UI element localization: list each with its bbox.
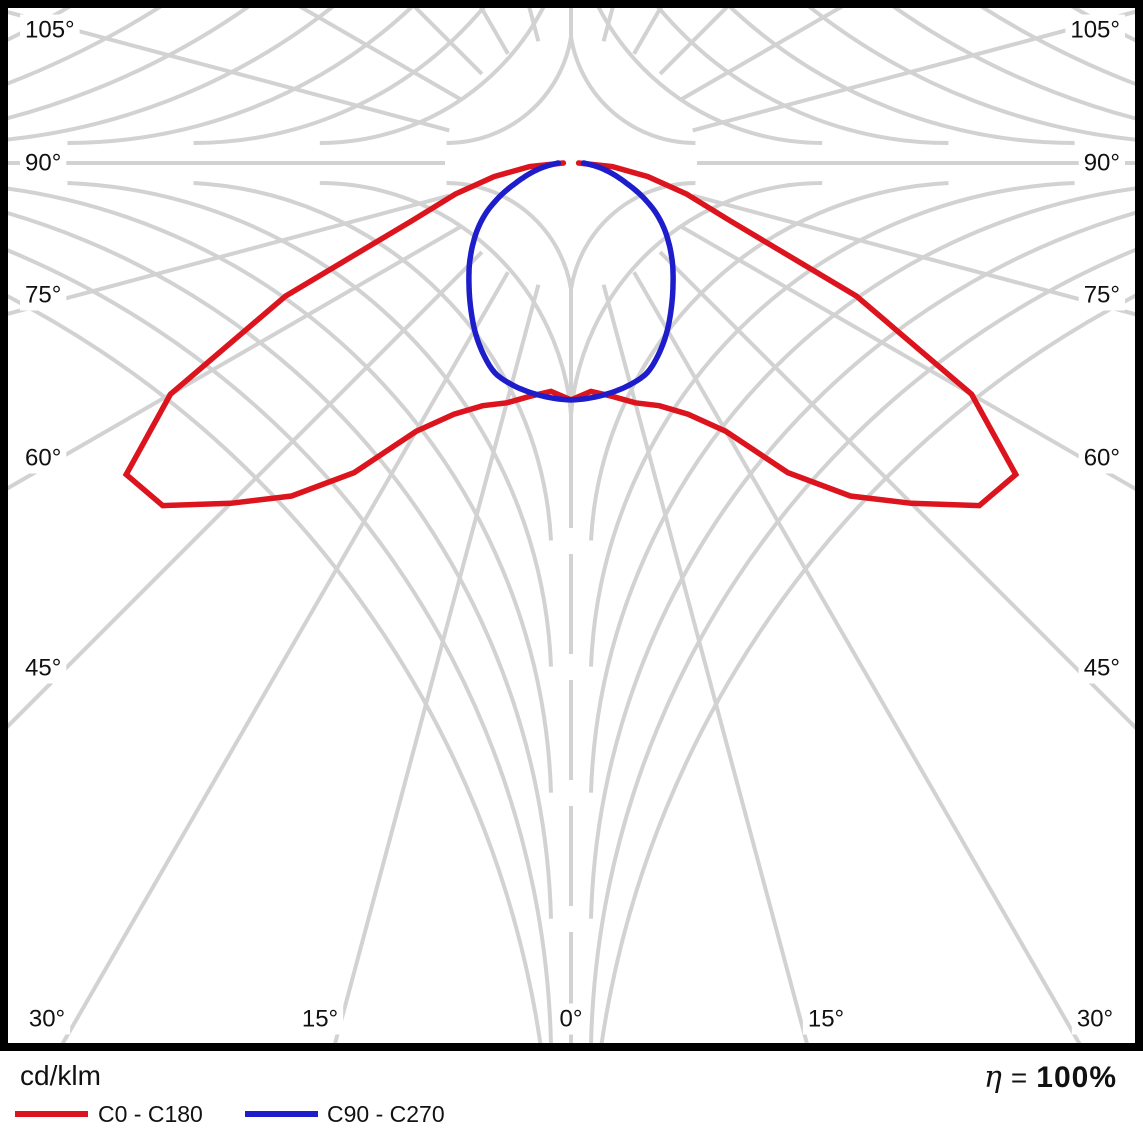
photometric-curves bbox=[122, 160, 1020, 509]
radial-unit-label: cd/klm bbox=[20, 1060, 101, 1091]
plot-border bbox=[0, 0, 1143, 1051]
angle-label-left-60°: 60° bbox=[25, 445, 61, 472]
angle-label-right-90°: 90° bbox=[1084, 150, 1120, 177]
angle-label-left-90°: 90° bbox=[25, 150, 61, 177]
legend: C0 - C180 C90 - C270 bbox=[0, 1100, 1143, 1130]
angle-label-bottom-1: 15° bbox=[302, 1006, 338, 1033]
angle-label-bottom-2: 0° bbox=[560, 1006, 583, 1033]
angle-label-right-75°: 75° bbox=[1084, 282, 1120, 309]
angle-label-right-60°: 60° bbox=[1084, 445, 1120, 472]
angle-label-left-45°: 45° bbox=[25, 655, 61, 682]
eta-value: 100% bbox=[1036, 1061, 1117, 1094]
legend-label-c0-c180: C0 - C180 bbox=[98, 1101, 203, 1127]
angle-label-left-105°: 105° bbox=[25, 17, 75, 44]
light-output-ratio: η = 100% bbox=[984, 1060, 1117, 1095]
curve-C90-C270 bbox=[466, 160, 676, 403]
legend-line-c90-c270 bbox=[245, 1111, 318, 1117]
angle-label-right-105°: 105° bbox=[1070, 17, 1120, 44]
angle-label-bottom-4: 30° bbox=[1077, 1006, 1113, 1033]
angle-labels: 105° 90° 75° 60° 45° 105° 90° 75° 60° 45° 30° 15° 0°… bbox=[20, 14, 1125, 1035]
angle-label-right-45°: 45° bbox=[1084, 655, 1120, 682]
eta-symbol: η bbox=[983, 1060, 1002, 1095]
legend-line-c0-c180 bbox=[15, 1111, 88, 1117]
legend-label-c90-c270: C90 - C270 bbox=[327, 1101, 445, 1127]
angle-label-left-75°: 75° bbox=[25, 282, 61, 309]
angle-label-bottom-3: 15° bbox=[808, 1006, 844, 1033]
angle-label-bottom-0: 30° bbox=[29, 1006, 65, 1033]
eta-equals: = bbox=[1010, 1062, 1028, 1093]
